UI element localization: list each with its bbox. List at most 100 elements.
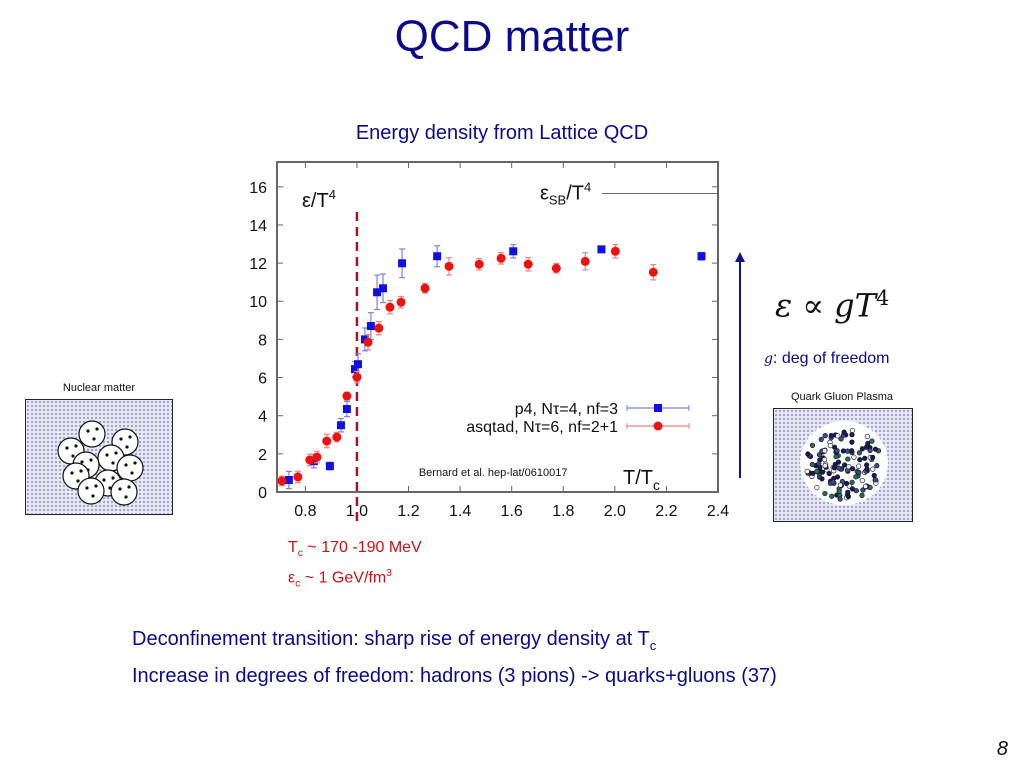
quark-dot [119,437,123,441]
data-point-p4 [336,421,345,430]
nuclear-matter-figure [25,399,173,515]
data-point-asqtad [523,259,533,269]
x-tick-label: 2.0 [604,503,626,520]
parton [805,451,811,457]
data-point-p4 [353,360,362,369]
parton [856,469,862,476]
parton [849,479,855,485]
x-tick-label: 2.4 [707,503,729,520]
conclusion-1-sub: c [649,638,657,653]
parton [814,468,820,474]
data-point-p4 [697,252,706,261]
nucleons-icon [57,420,144,506]
formula-exponent: 4 [876,286,890,310]
parton [819,476,825,482]
x-tick-label: 1.6 [501,503,523,520]
quark-dot [124,495,128,499]
data-point-p4 [366,322,375,331]
plot-frame [276,161,719,493]
parton [867,447,873,453]
parton [849,466,856,472]
y-tick-label: 2 [258,447,267,464]
quark-dot [130,471,134,475]
parton [843,480,850,487]
parton [845,456,851,462]
quark-dot [65,446,69,450]
legend-label: asqtad, Nτ=6, nf=2+1 [466,419,618,436]
sb-limit-label: εSB/T4 [540,179,591,207]
parton [845,489,851,495]
parton [841,429,847,435]
quark-dot [102,478,106,482]
chart-title: Energy density from Lattice QCD [355,122,649,144]
data-point-p4 [378,284,387,293]
parton [819,469,826,475]
data-point-asqtad [444,261,454,271]
ec-sub: c [295,578,301,590]
quark-dot [79,469,83,473]
tc-line: Tc ~ 170 -190 MeV [288,538,422,564]
quark-dot [86,429,90,433]
data-point-asqtad [580,256,590,266]
quark-dot [125,445,129,449]
y-axis-label: ε/T4 [302,187,336,212]
x-tick-label: 2.2 [655,503,677,520]
quark-dot [111,461,115,465]
y-tick-label: 4 [258,409,267,426]
quark-dot [92,437,96,441]
data-point-asqtad [496,253,506,263]
parton [827,442,833,449]
parton [826,470,832,477]
parton [836,465,842,471]
quark-dot [95,427,99,431]
y-tick-label: 10 [249,294,267,311]
page-number: 8 [996,738,1008,760]
conclusion-line-2: Increase in degrees of freedom: hadrons … [132,665,777,687]
parton [874,463,880,469]
data-point-asqtad [293,472,303,482]
g-symbol: g [764,351,773,367]
parton [870,466,876,472]
parton [822,490,828,497]
dof-note: g: deg of freedom [764,350,889,368]
y-tick-label: 6 [258,371,267,388]
parton [859,477,865,484]
nucleon [77,477,105,505]
parton [822,448,828,454]
data-point-asqtad [396,297,406,307]
data-point-p4 [509,247,518,256]
quark-dot [133,461,137,465]
legend-marker-p4 [654,404,662,412]
y-tick-label: 12 [249,256,267,273]
parton [849,432,855,438]
parton [816,461,822,467]
parton [837,496,843,502]
parton [834,448,840,454]
slide-title: QCD matter [394,12,630,61]
quark-dot [74,444,78,448]
quark-dot [114,451,118,455]
parton [851,454,857,460]
quark-dot [105,453,109,457]
ec-line: εc ~ 1 GeV/fm3 [288,564,422,595]
legend-marker-asqtad [653,421,663,431]
parton [849,448,855,454]
parton [818,436,824,442]
parton [864,433,871,440]
parton [809,461,815,468]
quark-dot [71,454,75,458]
data-point-asqtad [322,436,332,446]
y-axis-label-exp: 4 [329,187,336,202]
x-tick-label: 1.4 [449,503,471,520]
quark-dot [111,476,115,480]
quark-dot [91,494,95,498]
data-point-asqtad [305,455,315,465]
parton [872,477,878,483]
parton [872,446,879,452]
critical-values: Tc ~ 170 -190 MeV εc ~ 1 GeV/fm3 [288,538,422,595]
parton [849,439,855,445]
parton [841,462,848,468]
tc-value: ~ 170 -190 MeV [302,539,422,556]
parton [831,465,837,471]
y-tick-label: 16 [249,180,267,197]
